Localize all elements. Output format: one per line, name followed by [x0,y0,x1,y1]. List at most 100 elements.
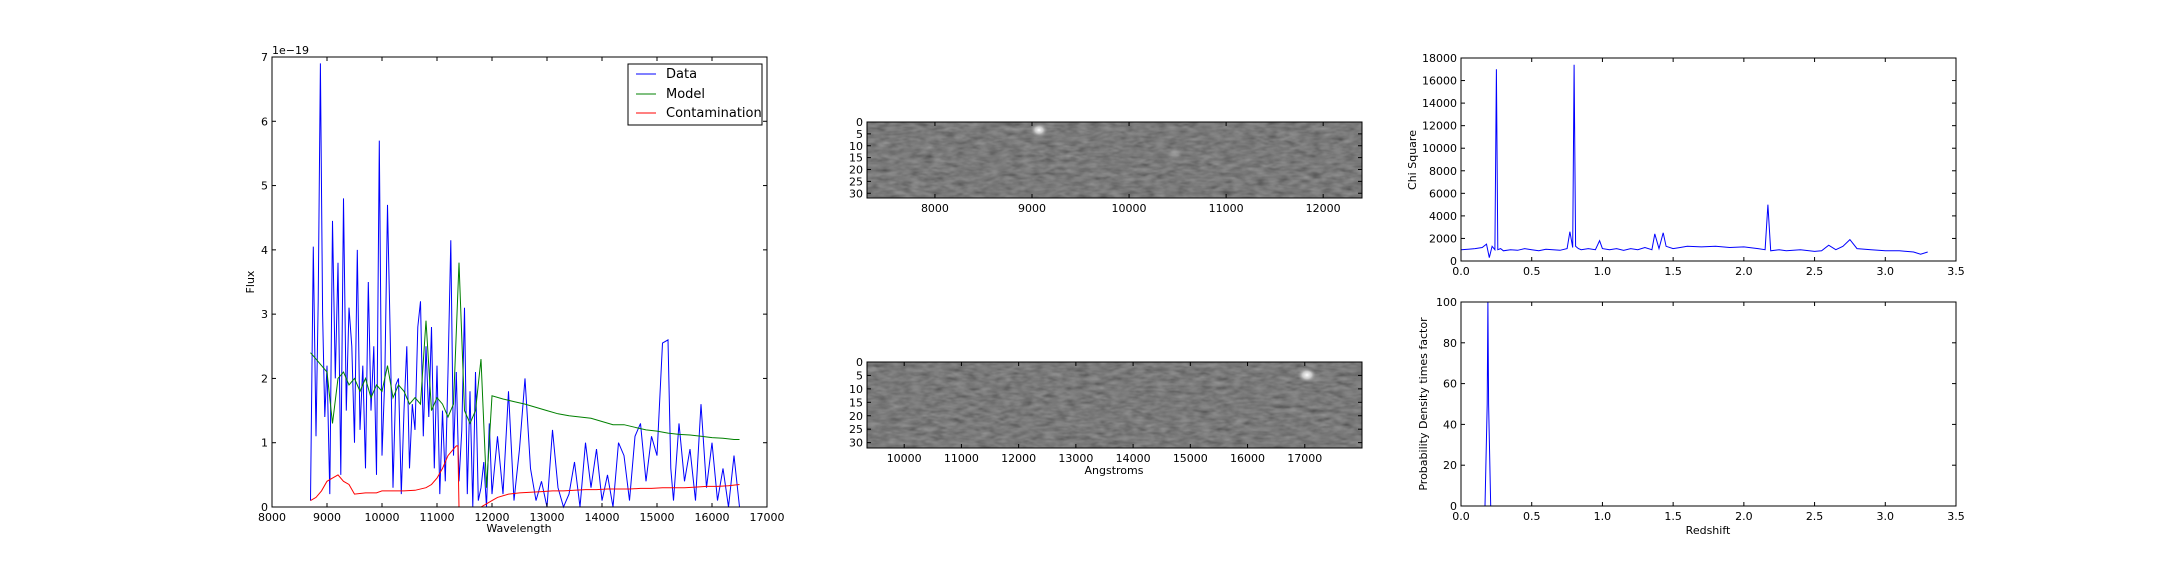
chisq-axes-frame [1460,57,1957,262]
image-bottom-noise [867,362,1362,448]
pdf-y-tick-label: 40 [1443,418,1457,431]
pdf-line-0 [1461,301,1928,507]
legend-label-contamination: Contamination [666,106,762,121]
image-top-y-tick-label: 10 [849,140,863,153]
chisq-y-ticks: 0 2000 4000 6000 8000 10000 12000 14000 16000 180… [1422,52,1956,268]
chisq-y-tick-label: 16000 [1422,75,1457,88]
spectrum-x-tick-label: 11000 [420,511,455,524]
image-top-x-tick-label: 9000 [1018,202,1046,215]
image-top-y-tick-label: 25 [849,175,863,188]
chisq-y-tick-label: 18000 [1422,52,1457,65]
image-bottom-bright-spot [1297,367,1317,383]
chisq-y-tick-label: 2000 [1429,232,1457,245]
image-top-x-ticks: 8000 9000 10000 11000 12000 [921,122,1341,215]
image-bottom-y-tick-label: 5 [856,369,863,382]
chisq-x-tick-label: 3.5 [1947,265,1965,278]
spectrum-y-ticks: 0 1 2 3 4 5 6 7 [261,51,767,514]
chisq-x-tick-label: 1.5 [1664,265,1682,278]
pdf-y-tick-label: 60 [1443,378,1457,391]
spectrum-x-ticks: 8000 9000 10000 11000 12000 13000 14000 15000 16… [258,57,785,524]
pdf-x-tick-label: 1.5 [1664,510,1682,523]
image-top-y-tick-label: 20 [849,164,863,177]
image-bottom-x-tick-label: 16000 [1230,452,1265,465]
chisq-y-tick-label: 6000 [1429,187,1457,200]
pdf-x-ticks: 0.0 0.5 1.0 1.5 2.0 2.5 3.0 3.5 [1452,302,1965,523]
image-bottom-frame [866,361,1363,449]
spectrum-x-tick-label: 9000 [313,511,341,524]
image-bottom-x-tick-label: 17000 [1287,452,1322,465]
legend-label-data: Data [666,67,697,82]
chisq-x-tick-label: 0.5 [1523,265,1541,278]
spectrum-y-tick-label: 4 [261,244,268,257]
pdf-x-tick-label: 0.5 [1523,510,1541,523]
image-bottom-x-tick-label: 11000 [944,452,979,465]
chisq-x-tick-label: 2.5 [1806,265,1824,278]
pdf-x-label: Redshift [1686,524,1731,537]
spectrum-y-tick-label: 3 [261,308,268,321]
spectrum-x-tick-label: 10000 [365,511,400,524]
chisq-y-tick-label: 8000 [1429,165,1457,178]
image-bottom-x-tick-label: 10000 [887,452,922,465]
spectrum-x-tick-label: 15000 [640,511,675,524]
chisq-y-tick-label: 0 [1450,255,1457,268]
chisq-x-tick-label: 1.0 [1594,265,1612,278]
image-top-noise [867,122,1362,198]
chisq-x-tick-label: 3.0 [1877,265,1895,278]
pdf-y-tick-label: 20 [1443,459,1457,472]
pdf-x-tick-label: 1.0 [1594,510,1612,523]
spectrum-line-model [310,262,740,488]
spectrum-y-tick-label: 7 [261,51,268,64]
spectrum-x-label: Wavelength [486,522,551,535]
pdf-x-tick-label: 0.0 [1452,510,1470,523]
image-bottom-y-tick-label: 0 [856,356,863,369]
image-bottom-x-ticks: 10000 11000 12000 13000 14000 15000 16000 17000 [887,362,1322,465]
spectrum-x-tick-label: 13000 [530,511,565,524]
pdf-axes-frame [1460,301,1957,507]
spectrum-panel: 8000 9000 10000 11000 12000 13000 14000 15000 16… [244,44,785,535]
pdf-y-ticks: 0 20 40 60 80 100 [1436,296,1956,513]
spectrum-x-tick-label: 8000 [258,511,286,524]
image-top-x-tick-label: 12000 [1306,202,1341,215]
spectrum-x-tick-label: 12000 [475,511,510,524]
image-bottom-x-label: Angstroms [1085,464,1144,477]
image-top-y-tick-label: 5 [856,128,863,141]
image-top-y-tick-label: 0 [856,116,863,129]
pdf-x-tick-label: 3.0 [1877,510,1895,523]
spectrum-x-tick-label: 14000 [585,511,620,524]
spectrum-y-tick-label: 0 [261,501,268,514]
spectrum-y-label: Flux [244,270,257,293]
image-top-x-tick-label: 11000 [1209,202,1244,215]
spectrum-offset-text: 1e−19 [272,44,309,57]
chisq-x-ticks: 0.0 0.5 1.0 1.5 2.0 2.5 3.0 3.5 [1452,58,1965,278]
image-bottom-y-tick-label: 20 [849,410,863,423]
chisq-x-tick-label: 2.0 [1735,265,1753,278]
image-top-faint-spot [1167,148,1183,160]
spectrum-y-tick-label: 2 [261,372,268,385]
image-bottom-y-tick-label: 30 [849,437,863,450]
chisq-panel: 0.0 0.5 1.0 1.5 2.0 2.5 3.0 3.5 0 2000 4000 6000 80… [1406,52,1965,278]
spectrum-series [310,63,740,509]
chisq-y-tick-label: 10000 [1422,142,1457,155]
spectrum-axes-frame [271,56,768,508]
image-bottom-y-tick-label: 25 [849,423,863,436]
image-top-y-tick-label: 30 [849,187,863,200]
spectrum-x-tick-label: 17000 [750,511,785,524]
spectrum-line-data [310,63,740,509]
image-bottom-y-tick-label: 10 [849,383,863,396]
image-bottom-y-tick-label: 15 [849,396,863,409]
pdf-series [1461,301,1928,507]
legend-label-model: Model [666,87,705,102]
spectrum-y-tick-label: 5 [261,180,268,193]
pdf-x-tick-label: 2.5 [1806,510,1824,523]
image-bottom-panel: 10000 11000 12000 13000 14000 15000 16000 17000… [849,356,1363,477]
spectrum-y-tick-label: 1 [261,437,268,450]
chisq-y-tick-label: 14000 [1422,97,1457,110]
pdf-y-tick-label: 80 [1443,337,1457,350]
pdf-x-tick-label: 2.0 [1735,510,1753,523]
pdf-panel: 0.0 0.5 1.0 1.5 2.0 2.5 3.0 3.5 0 20 40 60 80 100 Re… [1417,296,1965,537]
image-top-x-tick-label: 10000 [1112,202,1147,215]
